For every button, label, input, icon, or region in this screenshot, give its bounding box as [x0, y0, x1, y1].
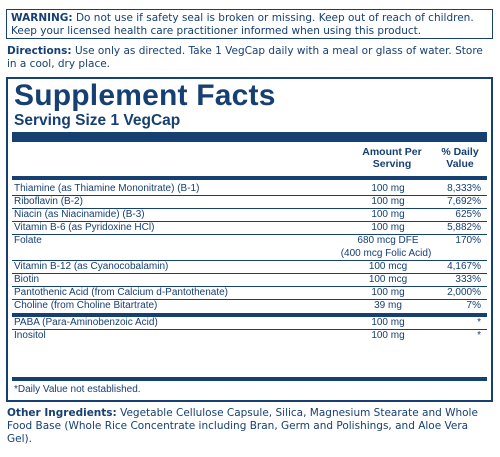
nutrient-row: Vitamin B-12 (as Cyanocobalamin) 100 mcg…	[12, 261, 487, 274]
nutrient-dv: 7%	[466, 300, 481, 311]
nutrient-dv: *	[477, 330, 481, 341]
nutrient-name: Riboflavin (B-2)	[14, 196, 83, 207]
nutrient-dv: 5,882%	[447, 222, 481, 233]
nutrient-dv: 625%	[455, 209, 481, 220]
nutrient-amount: 100 mg	[371, 317, 405, 328]
nutrient-row: Inositol 100 mg *	[12, 330, 487, 343]
warning-box: WARNING: Do not use if safety seal is br…	[6, 9, 493, 39]
directions-label: Directions:	[7, 45, 72, 57]
nutrient-name: Vitamin B-6 (as Pyridoxine HCl)	[14, 222, 155, 233]
header-divider	[12, 176, 487, 180]
nutrient-row: Riboflavin (B-2) 100 mg 7,692%	[12, 196, 487, 209]
nutrient-amount: 100 mcg	[368, 261, 408, 272]
bottom-divider	[12, 377, 487, 381]
nutrient-amount: 100 mg	[371, 196, 405, 207]
nutrient-row: Thiamine (as Thiamine Mononitrate) (B-1)…	[12, 183, 487, 196]
nutrient-name: Inositol	[14, 330, 46, 341]
nutrient-name: Niacin (as Niacinamide) (B-3)	[14, 209, 145, 220]
nutrient-dv: 170%	[455, 235, 481, 246]
nutrient-row: Choline (from Choline Bitartrate) 39 mg …	[12, 300, 487, 313]
nutrient-name: PABA (Para-Aminobenzoic Acid)	[14, 317, 158, 328]
nutrient-row: Vitamin B-6 (as Pyridoxine HCl) 100 mg 5…	[12, 222, 487, 235]
nutrient-dv: 4,167%	[447, 261, 481, 272]
nutrient-amount: 100 mg	[371, 330, 405, 341]
nutrient-dv: 8,333%	[447, 183, 481, 194]
nutrient-dv: *	[477, 317, 481, 328]
nutrient-row: Pantothenic Acid (from Calcium d-Pantoth…	[12, 287, 487, 300]
nutrient-amount: 680 mcg DFE	[357, 235, 419, 246]
dv-header-line1: % Daily	[441, 146, 479, 158]
nutrient-name: Vitamin B-12 (as Cyanocobalamin)	[14, 261, 169, 272]
nutrient-amount: 100 mg	[371, 209, 405, 220]
nutrient-name: Folate	[14, 235, 42, 246]
warning-label: WARNING:	[11, 12, 73, 24]
nutrient-amount: 100 mg	[371, 222, 405, 233]
warning-text: Do not use if safety seal is broken or m…	[11, 12, 474, 37]
footnote: *Daily Value not established.	[14, 384, 141, 395]
daily-value-header: % Daily Value	[438, 146, 482, 170]
nutrient-amount: 100 mg	[371, 287, 405, 298]
nutrient-amount-detail: (400 mcg Folic Acid)	[340, 248, 432, 259]
nutrient-amount: 100 mg	[371, 183, 405, 194]
other-ingredients: Other Ingredients: Vegetable Cellulose C…	[7, 407, 493, 446]
nutrient-row: Niacin (as Niacinamide) (B-3) 100 mg 625…	[12, 209, 487, 222]
ingredients-text: Vegetable Cellulose Capsule, Silica, Mag…	[7, 407, 478, 445]
nutrient-table: Thiamine (as Thiamine Mononitrate) (B-1)…	[12, 183, 487, 343]
nutrient-dv: 2,000%	[447, 287, 481, 298]
amount-header-line2: Serving	[372, 158, 412, 170]
section-divider	[12, 313, 487, 317]
amount-header-line1: Amount Per	[362, 146, 422, 158]
nutrient-amount: 100 mcg	[368, 274, 408, 285]
amount-header: Amount Per Serving	[352, 146, 432, 170]
nutrient-name: Pantothenic Acid (from Calcium d-Pantoth…	[14, 287, 228, 298]
nutrient-name: Biotin	[14, 274, 40, 285]
thick-divider	[12, 132, 487, 142]
nutrient-dv: 333%	[455, 274, 481, 285]
ingredients-label: Other Ingredients:	[7, 407, 117, 419]
nutrient-dv: 7,692%	[447, 196, 481, 207]
nutrient-name: Choline (from Choline Bitartrate)	[14, 300, 158, 311]
nutrient-row: PABA (Para-Aminobenzoic Acid) 100 mg *	[12, 317, 487, 330]
directions-text: Use only as directed. Take 1 VegCap dail…	[7, 45, 483, 70]
dv-header-line2: Value	[446, 158, 474, 170]
nutrient-row: Folate 680 mcg DFE (400 mcg Folic Acid) …	[12, 235, 487, 261]
serving-size: Serving Size 1 VegCap	[14, 112, 181, 129]
supplement-facts-panel: Supplement Facts Serving Size 1 VegCap A…	[6, 77, 493, 402]
facts-title: Supplement Facts	[14, 79, 276, 112]
nutrient-name: Thiamine (as Thiamine Mononitrate) (B-1)	[14, 183, 200, 194]
directions: Directions: Use only as directed. Take 1…	[7, 45, 493, 71]
nutrient-row: Biotin 100 mcg 333%	[12, 274, 487, 287]
nutrient-amount: 39 mg	[374, 300, 402, 311]
